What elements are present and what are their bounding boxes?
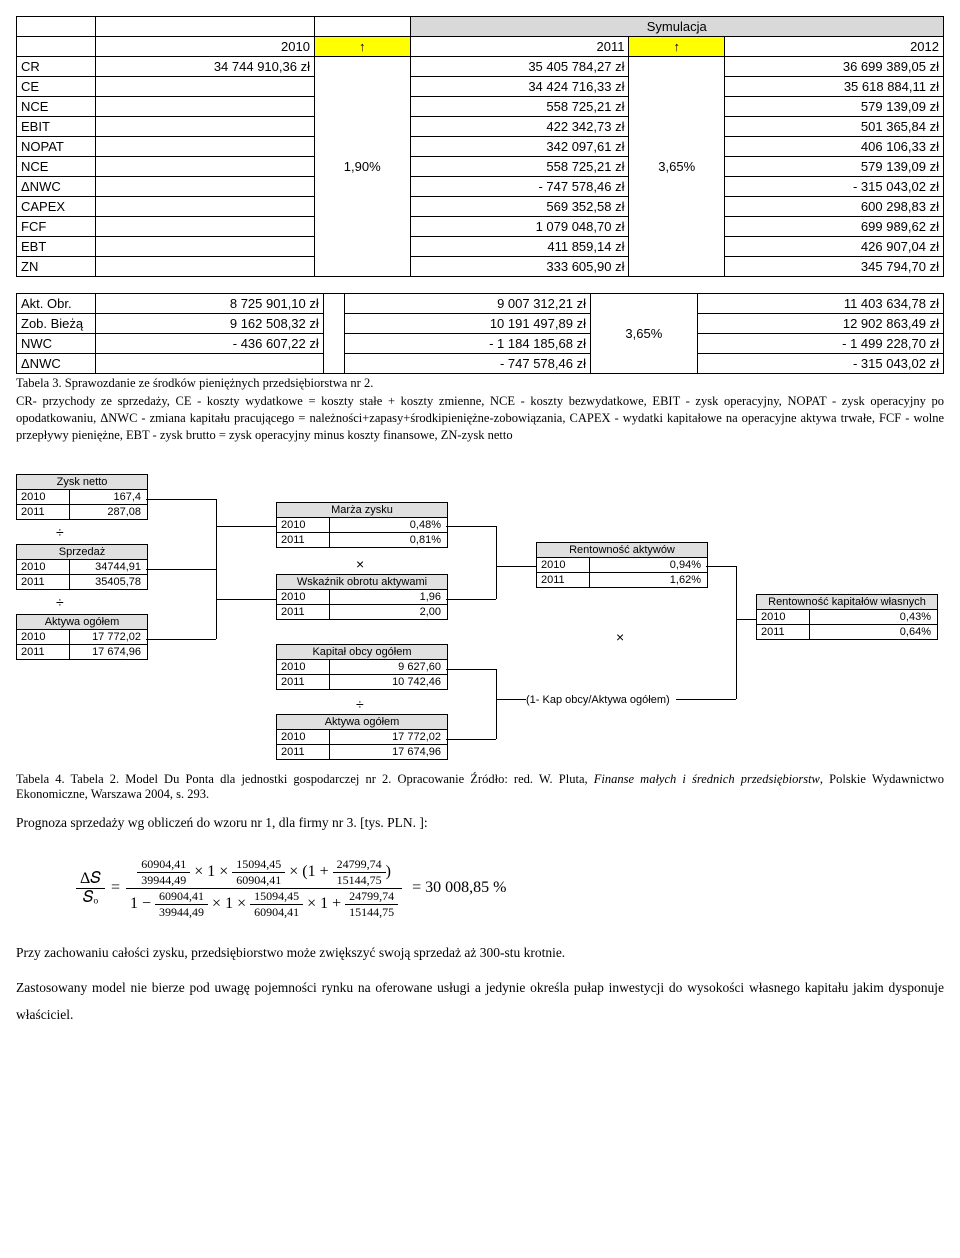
dupont-diagram: Zysk netto2010167,42011287,08 Sprzedaż201… [16, 474, 936, 764]
table4-caption: Tabela 4. Tabela 2. Model Du Ponta dla j… [16, 772, 944, 802]
dupont-rent_kap: Rentowność kapitałów własnych20100,43%20… [756, 594, 938, 640]
dupont-marza: Marża zysku20100,48%20110,81% [276, 502, 448, 548]
prognoza-text: Prognoza sprzedaży wg obliczeń do wzoru … [16, 814, 944, 833]
nwc-table: Akt. Obr.8 725 901,10 zł9 007 312,21 zł3… [16, 293, 944, 374]
dupont-kapital: Kapitał obcy ogółem20109 627,60201110 74… [276, 644, 448, 690]
dupont-rent_akt: Rentowność aktywów20100,94%20111,62% [536, 542, 708, 588]
dupont-aktywa2: Aktywa ogółem201017 772,02201117 674,96 [276, 714, 448, 760]
dupont-wskaznik: Wskaźnik obrotu aktywami20101,9620112,00 [276, 574, 448, 620]
para-1: Przy zachowaniu całości zysku, przedsięb… [16, 944, 944, 963]
formula: Δ𝑆𝑆ₒ = 60904,4139944,49 × 1 × 15094,4560… [76, 857, 944, 920]
table3-footnote: CR- przychody ze sprzedaży, CE - koszty … [16, 393, 944, 444]
dupont-zysk_netto: Zysk netto2010167,42011287,08 [16, 474, 148, 520]
sim-header: Symulacja [410, 17, 944, 37]
dupont-aktywa1: Aktywa ogółem201017 772,02201117 674,96 [16, 614, 148, 660]
dupont-sprzedaz: Sprzedaż201034744,91201135405,78 [16, 544, 148, 590]
table3-caption: Tabela 3. Sprawozdanie ze środków pienię… [16, 376, 944, 391]
para-2: Zastosowany model nie bierze pod uwagę p… [16, 974, 944, 1028]
simulation-table: Symulacja 2010 ↑ 2011 ↑ 2012 CR34 744 91… [16, 16, 944, 277]
